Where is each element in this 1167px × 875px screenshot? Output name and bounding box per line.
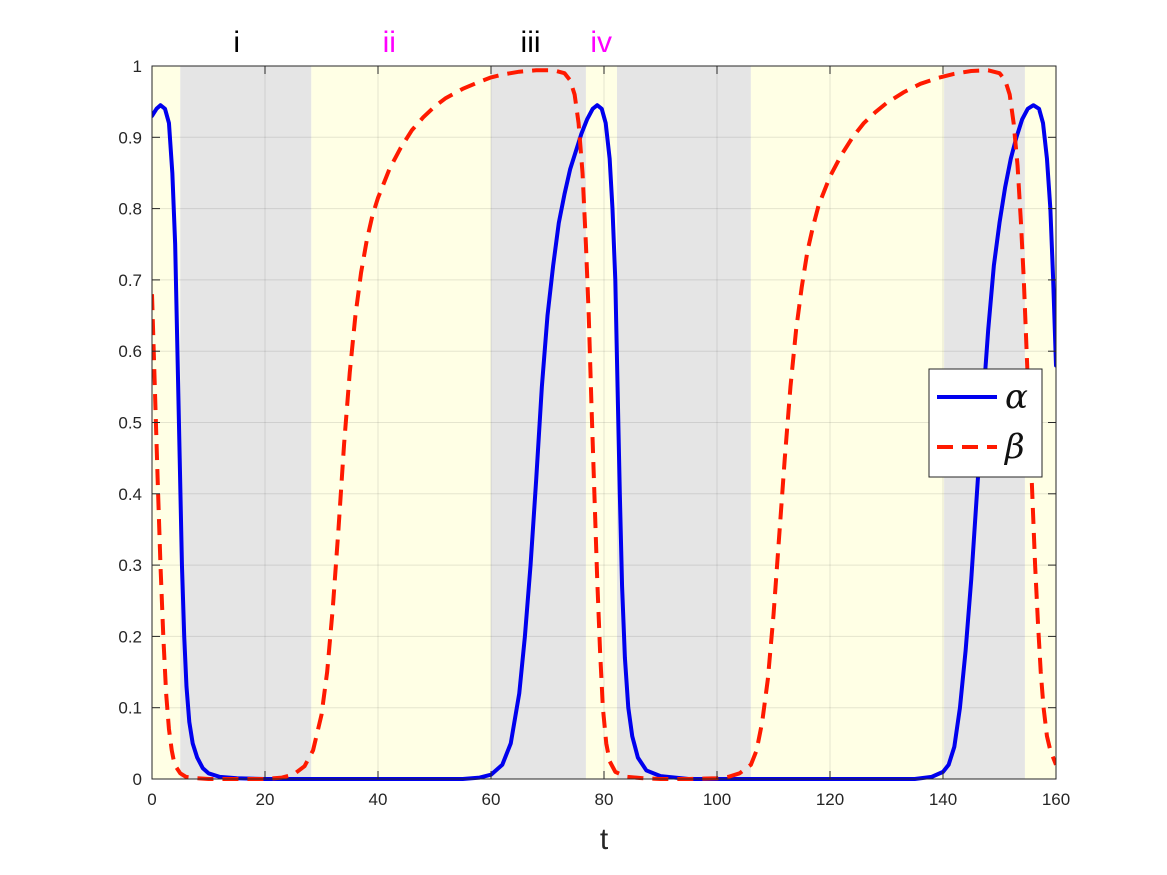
shaded-region-6 [750,66,945,779]
x-tick-label-1: 20 [256,790,275,809]
y-tick-label-9: 0.9 [118,128,142,147]
x-tick-label-3: 60 [482,790,501,809]
legend-label-alpha: α [1005,377,1028,417]
y-tick-label-8: 0.8 [118,200,142,219]
phase-label-0: i [233,26,240,59]
phase-labels: i ii iii iv [233,26,612,59]
axis-ticks [151,65,1057,780]
series-line-alpha [152,103,1056,781]
y-tick-label-3: 0.3 [118,556,142,575]
y-tick-label-2: 0.2 [118,627,142,646]
phase-label-3: iv [590,26,612,59]
shaded-region-2 [311,66,491,779]
legend: α β [928,368,1043,478]
x-axis-label: t [600,823,609,856]
tick-labels: 0 20 40 60 80 100 120 140 160 0 0.1 0.2 0.3 0.4 0.5 0.6… [118,57,1070,809]
shaded-region-5 [616,66,751,779]
legend-box [928,368,1043,478]
y-tick-label-10: 1 [133,57,142,76]
legend-label-beta: β [1003,427,1025,467]
y-tick-label-0: 0 [133,770,142,789]
y-tick-label-5: 0.5 [118,414,142,433]
y-tick-label-7: 0.7 [118,271,142,290]
shaded-region-1 [180,66,312,779]
x-tick-label-8: 160 [1042,790,1070,809]
y-tick-label-4: 0.4 [118,485,142,504]
phase-label-2: iii [521,26,541,59]
x-tick-label-5: 100 [703,790,731,809]
y-tick-label-6: 0.6 [118,342,142,361]
x-tick-label-7: 140 [929,790,957,809]
x-tick-label-6: 120 [816,790,844,809]
x-tick-label-0: 0 [147,790,156,809]
series-line-beta [152,68,1056,781]
x-tick-label-4: 80 [595,790,614,809]
phase-label-1: ii [383,26,396,59]
y-tick-label-1: 0.1 [118,699,142,718]
series-layer [152,68,1056,781]
x-tick-label-2: 40 [369,790,388,809]
